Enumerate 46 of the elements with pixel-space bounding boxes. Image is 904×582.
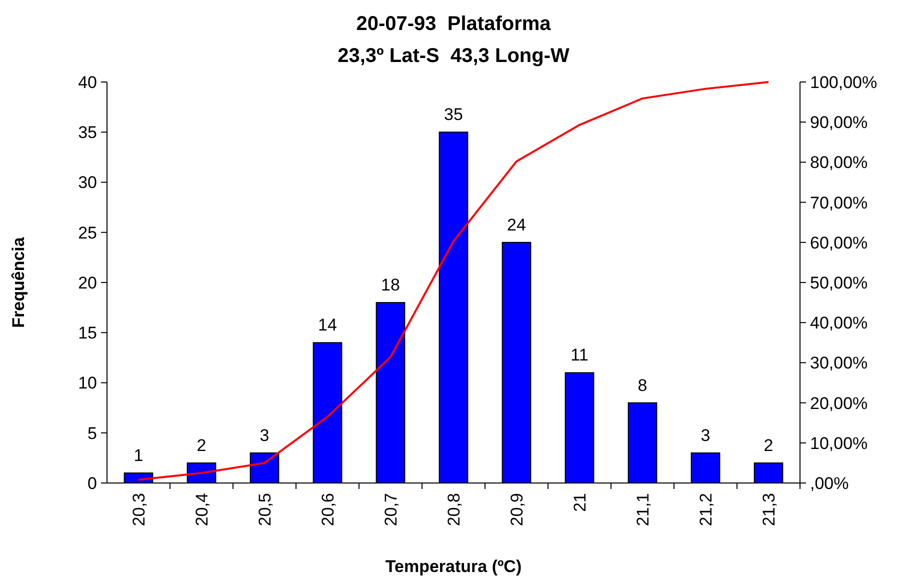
x-tick-label: 21 — [570, 493, 590, 512]
y-tick-label: 15 — [78, 324, 97, 343]
data-label: 3 — [700, 426, 710, 445]
y-tick-label: 40 — [78, 72, 97, 92]
chart-subtitle: 23,3º Lat-S 43,3 Long-W — [338, 45, 570, 67]
x-tick-label: 20,6 — [318, 493, 338, 526]
data-label: 35 — [444, 105, 463, 124]
x-tick-label: 20,9 — [507, 493, 526, 526]
y-tick-label: 30 — [78, 173, 97, 192]
y2-tick-label: ,00% — [810, 474, 849, 493]
y2-tick-label: 90,00% — [810, 113, 868, 132]
y2-tick-label: 80,00% — [810, 153, 868, 172]
x-tick-label: 20,3 — [129, 493, 148, 526]
x-tick-label: 21,3 — [759, 493, 778, 526]
data-label: 8 — [638, 376, 648, 395]
data-label: 2 — [764, 436, 774, 455]
y2-tick-label: 30,00% — [810, 354, 868, 373]
data-label: 11 — [570, 346, 588, 365]
data-label: 2 — [196, 436, 206, 455]
x-tick-label: 21,2 — [696, 493, 716, 526]
y2-tick-label: 70,00% — [810, 193, 868, 212]
y2-tick-label: 50,00% — [810, 273, 868, 292]
chart-title: 20-07-93 Plataforma — [356, 13, 552, 35]
data-label: 14 — [318, 316, 337, 335]
y-tick-label: 10 — [78, 374, 97, 393]
x-tick-label: 20,4 — [192, 493, 212, 526]
x-tick-label: 21,1 — [633, 493, 652, 526]
data-label: 1 — [134, 446, 144, 465]
y2-tick-label: 100,00% — [810, 72, 878, 92]
y2-tick-label: 20,00% — [810, 394, 868, 413]
y2-tick-label: 40,00% — [810, 314, 868, 333]
x-axis-title: Temperatura (ºC) — [385, 557, 522, 576]
y-tick-label: 5 — [88, 424, 97, 443]
y-axis-title: Frequência — [9, 236, 28, 328]
data-label: 3 — [260, 426, 270, 445]
y-tick-label: 35 — [78, 123, 97, 142]
y-tick-label: 20 — [78, 273, 97, 292]
y2-tick-label: 10,00% — [810, 434, 868, 453]
data-label: 18 — [381, 276, 400, 295]
data-label: 24 — [507, 215, 526, 234]
x-tick-label: 20,8 — [444, 493, 464, 526]
y2-tick-label: 60,00% — [810, 233, 868, 252]
x-tick-label: 20,5 — [255, 493, 274, 526]
y-tick-label: 0 — [88, 474, 97, 493]
x-tick-label: 20,7 — [381, 493, 400, 526]
y-tick-label: 25 — [78, 223, 97, 242]
